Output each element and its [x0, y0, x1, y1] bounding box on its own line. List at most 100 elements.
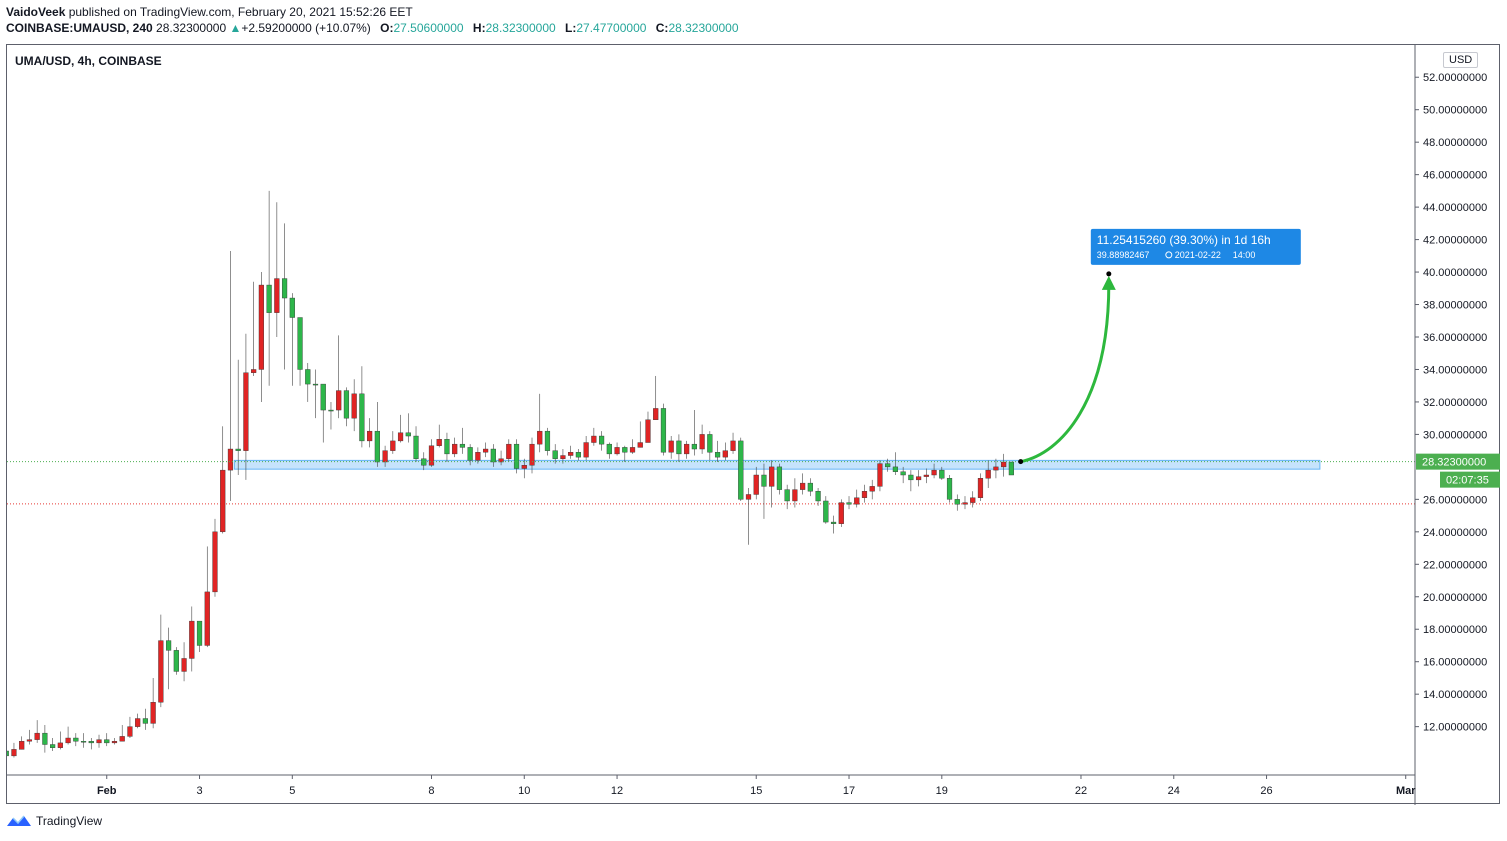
candle-body	[281, 278, 288, 299]
projection-label-main: 11.25415260 (39.30%) in 1d 16h	[1097, 233, 1271, 247]
candle-body	[552, 450, 558, 459]
y-tick-label: 20.00000000	[1423, 592, 1487, 604]
y-tick-label: 48.00000000	[1423, 137, 1487, 149]
ohlc-line: COINBASE:UMAUSD, 240 28.32300000 ▲+2.592…	[6, 20, 739, 36]
last-price-line-group: 28.32300000 02:07:35	[7, 453, 1500, 488]
candle-body	[459, 443, 466, 448]
projection-label-bg	[1090, 228, 1301, 265]
candles	[7, 190, 1014, 758]
candle-body	[227, 448, 234, 471]
candle-body	[452, 443, 458, 455]
candle-body	[436, 439, 442, 446]
candle-body	[166, 640, 172, 651]
y-tick-label: 30.00000000	[1423, 429, 1487, 441]
close-label: C:	[655, 21, 669, 35]
candle-body	[413, 435, 419, 459]
footer-brand[interactable]: TradingView	[6, 814, 102, 828]
candle-body	[57, 742, 63, 748]
candle-body	[220, 469, 226, 533]
last-price: 28.32300000	[156, 21, 227, 35]
candle-body	[297, 317, 303, 370]
candle-body	[684, 443, 690, 455]
candle-body	[606, 443, 612, 455]
candle-body	[7, 750, 9, 757]
low-label: L:	[565, 21, 577, 35]
candle-body	[861, 491, 868, 498]
clock-icon	[1165, 251, 1173, 259]
candle-body	[807, 482, 813, 492]
high-value: 28.32300000	[485, 21, 556, 35]
candle-body	[622, 447, 628, 453]
candle-body	[776, 466, 783, 490]
y-tick-label: 12.00000000	[1423, 722, 1487, 734]
x-tick-label: 17	[843, 785, 855, 797]
candle-body	[993, 466, 999, 471]
candle-body	[251, 369, 257, 373]
candle-body	[274, 278, 280, 313]
candle-body	[668, 440, 674, 453]
candle-body	[637, 442, 643, 448]
candle-body	[467, 447, 473, 461]
candle-body	[885, 463, 891, 468]
candle-body	[838, 502, 844, 524]
chart-canvas[interactable]: 28.32300000 02:07:35 11.25415260 (39.30%)…	[7, 45, 1501, 805]
currency-badge[interactable]: USD	[1443, 52, 1479, 68]
candle-body	[34, 732, 40, 740]
change-value: +2.59200000 (+10.07%)	[241, 21, 371, 35]
candle-body	[537, 430, 543, 445]
candle-body	[653, 408, 659, 421]
chart-frame[interactable]: 28.32300000 02:07:35 11.25415260 (39.30%)…	[6, 44, 1501, 805]
footer-brand-text: TradingView	[36, 814, 103, 828]
candle-body	[830, 521, 837, 524]
y-tick-label: 42.00000000	[1423, 235, 1487, 247]
candle-body	[730, 440, 736, 451]
x-tick-label: 12	[611, 785, 623, 797]
y-tick-label: 38.00000000	[1423, 300, 1487, 312]
symbol-title: UMA/USD, 4h, COINBASE	[15, 54, 162, 68]
open-label: O:	[380, 21, 394, 35]
author-name[interactable]: VaidoVeek	[6, 5, 66, 19]
axes: 52.00000000 50.00000000 48.00000000 46.0000…	[7, 45, 1487, 805]
candle-body	[823, 500, 829, 523]
y-tick-label: 14.00000000	[1423, 689, 1487, 701]
candle-body	[80, 741, 87, 743]
candle-body	[939, 469, 945, 479]
y-tick-label: 18.00000000	[1423, 624, 1487, 636]
projection-group[interactable]: 11.25415260 (39.30%) in 1d 16h 39.8898246…	[1018, 228, 1301, 465]
last-price-label-bg	[1416, 453, 1500, 470]
candle-body	[962, 502, 968, 505]
projection-arrowhead-icon	[1101, 275, 1116, 290]
y-tick-label: 34.00000000	[1423, 364, 1487, 376]
y-tick-label: 40.00000000	[1423, 267, 1487, 279]
candle-body	[846, 502, 852, 505]
candle-body	[529, 443, 535, 466]
candle-body	[560, 455, 566, 459]
candle-body	[150, 702, 156, 724]
candle-body	[483, 448, 489, 453]
candle-body	[568, 452, 574, 456]
candle-body	[660, 408, 667, 453]
candle-body	[977, 478, 984, 498]
projection-start-point	[1018, 459, 1024, 465]
candle-body	[367, 430, 373, 442]
candle-body	[181, 658, 187, 672]
tradingview-logo-icon	[7, 815, 31, 826]
candle-body	[923, 474, 929, 477]
candle-body	[722, 450, 728, 458]
candle-body	[243, 372, 249, 451]
candle-body	[312, 383, 319, 386]
x-tick-label: 15	[750, 785, 762, 797]
candle-body	[11, 749, 17, 757]
candle-body	[374, 430, 380, 463]
change-arrow-icon: ▲	[229, 21, 242, 35]
candle-body	[792, 489, 798, 502]
candle-body	[351, 393, 357, 419]
candle-body	[266, 284, 272, 313]
close-value: 28.32300000	[668, 21, 739, 35]
candle-body	[614, 447, 620, 455]
candle-body	[88, 741, 94, 744]
candle-body	[970, 497, 976, 503]
candle-body	[111, 741, 118, 744]
x-tick-label: 22	[1075, 785, 1087, 797]
candle-body	[591, 435, 597, 443]
